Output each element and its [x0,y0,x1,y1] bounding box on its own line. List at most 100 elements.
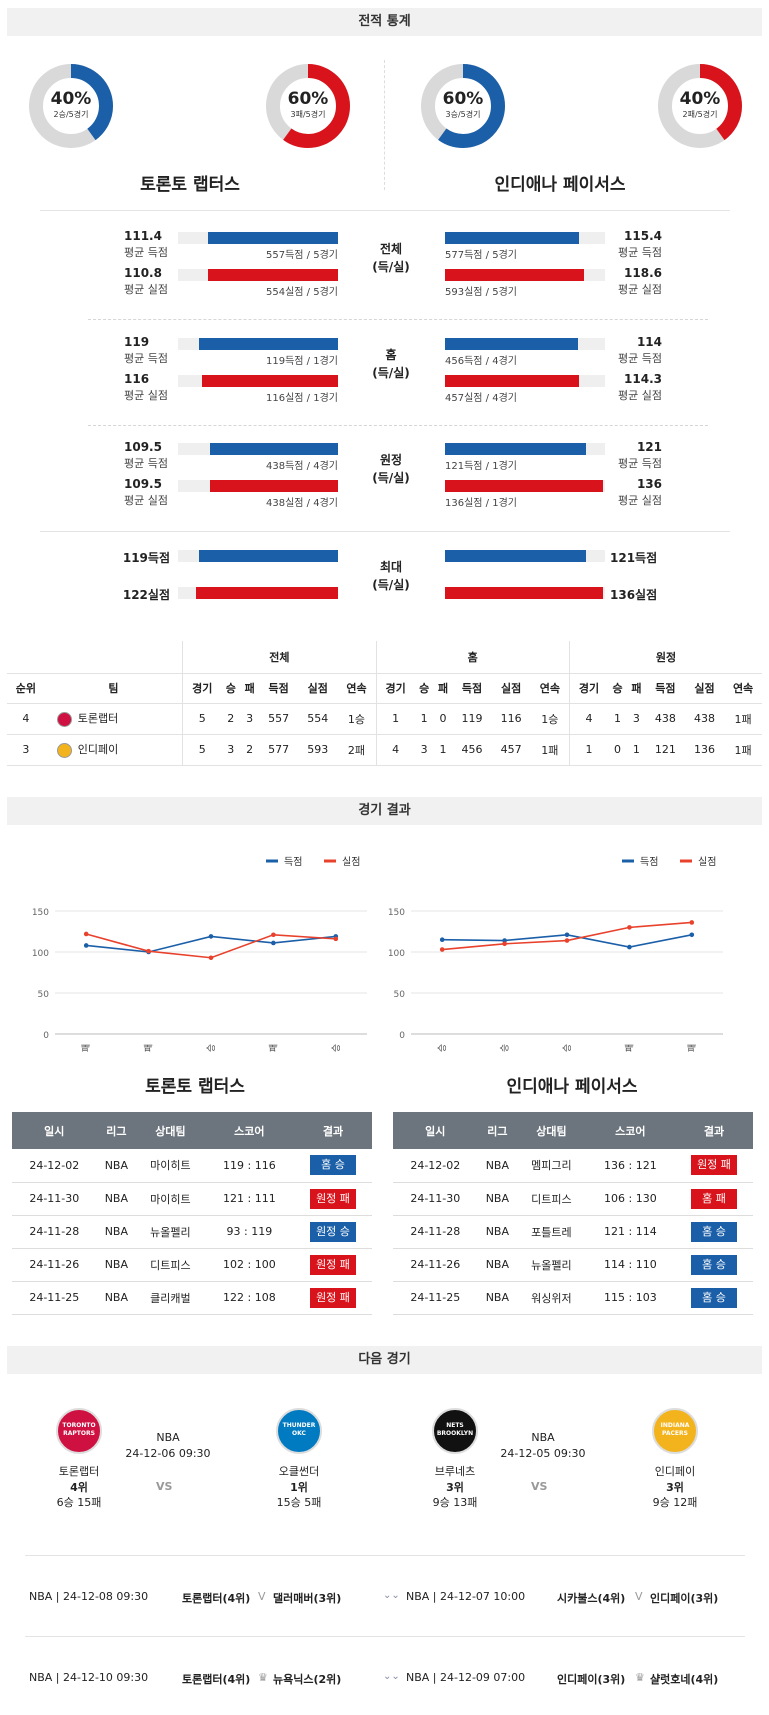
stat-label: 평균 득점 [618,352,662,365]
next-team-rank: 3위 [446,1481,464,1494]
result-opp: 디트피스 [517,1182,586,1216]
column-header: 연속 [337,673,377,704]
y-tick-label: 0 [43,1031,49,1041]
column-header: 실점 [491,673,531,704]
divider [25,1555,745,1556]
result-badge: 원정 패 [310,1254,356,1275]
team-name-home: 토론토 랩터스 [140,175,240,195]
bar-caption: 456득점 / 4경기 [445,356,517,367]
result-opp: 멤피그리 [517,1149,586,1183]
stat-value: 119 [124,335,150,349]
result-opp: 뉴올펠리 [136,1215,205,1249]
y-tick-label: 100 [388,949,405,959]
stat-value: 110.8 [124,266,162,280]
column-header: 득점 [259,673,299,704]
stat-value: 116 [124,372,150,386]
stat-bar [445,375,579,387]
column-header: 승 [414,673,434,704]
column-header: 스코어 [204,1112,294,1149]
data-point [439,947,445,952]
stat-cell: 554 [298,703,338,735]
bar-caption: 116실점 / 1경기 [266,393,338,404]
team-cell: 인디페이 [44,734,183,766]
column-header: 경기 [375,673,415,704]
data-point [83,931,89,937]
column-header: 패 [240,673,260,704]
schedule-opponent: 샬럿호네(4위) [650,1673,719,1686]
stat-cell: 1 [626,734,646,766]
stat-value: 109.5 [124,477,162,491]
stat-value: 119득점 [122,551,170,565]
result-opp: 워싱위저 [517,1281,586,1315]
stat-cell: 1패 [530,734,570,766]
donut-arc [29,64,113,148]
donut-subtext: 3승/5경기 [445,110,481,119]
donut-chart: 40% 2승/5경기 [28,63,114,149]
bar-caption: 438실점 / 4경기 [266,498,338,509]
rank-cell: 3 [7,734,45,766]
divider [384,60,385,190]
next-league: NBA [156,1431,180,1444]
legend-label: 실점 [698,856,716,868]
column-header: 실점 [684,673,725,704]
result-score: 121 : 111 [204,1182,294,1216]
x-tick-label: 패 [144,1044,155,1052]
donut-percent: 40% [679,89,721,109]
data-point [627,925,632,930]
result-badge: 홈 승 [691,1221,737,1242]
data-point [439,937,445,942]
results-team-home: 토론토 랩터스 [145,1077,245,1097]
pacers-logo-icon [56,742,72,758]
stat-cell: 4 [568,703,609,735]
result-league: NBA [96,1248,137,1282]
stat-label: 평균 실점 [618,389,662,402]
table-row: 24-12-02 NBA 멤피그리 136 : 121 원정 패 [393,1149,753,1183]
logo-lettering: NETS BROOKLYN [436,1422,474,1437]
stat-label: 평균 실점 [618,283,662,296]
y-tick-label: 150 [388,908,405,918]
result-league: NBA [477,1149,518,1183]
stat-bar [199,550,338,562]
next-team-name: 인디페이 [654,1465,696,1478]
stat-cell: 1승 [337,703,377,735]
result-date: 24-11-26 [393,1248,478,1282]
team-name: 토론랩터 [77,712,119,726]
y-tick-label: 150 [32,908,49,918]
stat-value: 114.3 [624,372,662,386]
x-tick-label: 승 [500,1044,511,1052]
data-point [146,948,151,954]
column-header: 일시 [393,1112,478,1149]
stat-cell: 438 [684,703,725,735]
chevron-down-icon: ⌄⌄ [383,1671,400,1682]
donut-chart: 60% 3패/5경기 [265,63,351,149]
table-row: 24-11-25 NBA 워싱위저 115 : 103 홈 승 [393,1281,753,1315]
divider [88,319,708,320]
stat-cell: 1 [568,734,609,766]
table-row: 24-11-28 NBA 포틀트레 121 : 114 홈 승 [393,1215,753,1249]
stat-cell: 119 [452,703,492,735]
schedule-team: 시카불스(4위) [557,1592,626,1605]
legend-label: 득점 [640,856,658,868]
stat-value: 115.4 [624,229,662,243]
stat-bar [199,338,338,350]
x-tick-label: 패 [687,1044,698,1052]
stat-value: 118.6 [624,266,662,280]
bar-caption: 577득점 / 5경기 [445,250,517,261]
data-point [689,920,695,925]
stat-bar [210,480,338,492]
stat-cell: 456 [452,734,492,766]
schedule-opponent: 뉴욕닉스(2위) [273,1673,342,1686]
team-logo-icon: THUNDER OKC [276,1408,322,1454]
stat-bar [445,587,603,599]
stat-cell: 557 [259,703,299,735]
result-badge: 홈 승 [691,1287,737,1308]
bar-caption: 136실점 / 1경기 [445,498,517,509]
stat-value: 122실점 [122,588,170,602]
donut-arc [266,64,350,148]
bar-caption: 121득점 / 1경기 [445,461,517,472]
logo-lettering: TORONTO RAPTORS [62,1422,96,1437]
result-badge: 원정 승 [310,1221,356,1242]
divider [40,531,730,532]
result-score: 136 : 121 [585,1149,675,1183]
donut-chart: 60% 3승/5경기 [420,63,506,149]
